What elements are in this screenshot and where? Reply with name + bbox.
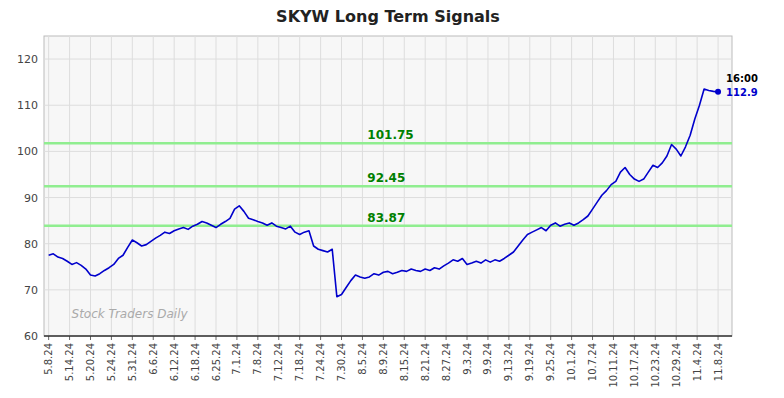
grid-line [44, 197, 732, 198]
x-tick-label: 5.8.24 [43, 343, 54, 375]
last-price-label: 112.9 [726, 87, 758, 98]
x-tick-label: 5.14.24 [64, 343, 75, 381]
grid-line [44, 289, 732, 290]
x-tick-label: 6.12.24 [169, 343, 180, 381]
y-tick-label: 80 [24, 238, 38, 251]
x-tick-label: 6.18.24 [190, 343, 201, 381]
x-axis [44, 335, 732, 337]
signal-line [44, 142, 732, 145]
x-tick-label: 9.3.24 [462, 343, 473, 375]
x-tick-label: 8.9.24 [378, 343, 389, 375]
grid-line [44, 105, 732, 106]
x-tick-label: 7.30.24 [336, 343, 347, 381]
grid-line [44, 151, 732, 152]
chart: SKYW Long Term Signals 60 70 80 90 100 110 120 5… [0, 0, 784, 398]
x-tick-label: 10.11.24 [608, 343, 619, 388]
y-tick-label: 120 [17, 53, 38, 66]
x-tick-label: 10.29.24 [671, 343, 682, 388]
x-tick-label: 10.1.24 [566, 343, 577, 381]
plot-area [44, 36, 732, 336]
last-time-label: 16:00 [726, 73, 758, 84]
x-tick-label: 8.27.24 [441, 343, 452, 381]
x-tick-label: 5.20.24 [85, 343, 96, 381]
title: SKYW Long Term Signals [276, 7, 500, 26]
x-tick-label: 6.6.24 [148, 343, 159, 375]
x-tick-label: 9.19.24 [524, 343, 535, 381]
x-tick-label: 7.1.24 [231, 343, 242, 375]
signal-line [44, 185, 732, 188]
x-tick-label: 9.13.24 [503, 343, 514, 381]
signal-label: 92.45 [367, 171, 405, 185]
y-tick-label: 100 [17, 145, 38, 158]
x-tick-label: 10.7.24 [587, 343, 598, 381]
x-tick-label: 5.31.24 [127, 343, 138, 381]
signal-label: 83.87 [367, 211, 405, 225]
y-tick-label: 90 [24, 192, 38, 205]
x-tick-label: 7.24.24 [315, 343, 326, 381]
x-tick-label: 8.5.24 [357, 343, 368, 375]
last-point [715, 89, 721, 95]
x-tick-label: 9.9.24 [482, 343, 493, 375]
x-tick-label: 10.17.24 [629, 343, 640, 388]
y-tick-label: 60 [24, 330, 38, 343]
signal-line [44, 225, 732, 228]
x-tick-label: 8.15.24 [399, 343, 410, 381]
grid-line [44, 59, 732, 60]
plot-marks [44, 89, 732, 297]
y-tick-label: 70 [24, 284, 38, 297]
signal-label: 101.75 [367, 128, 413, 142]
x-tick-label: 7.8.24 [252, 343, 263, 375]
x-tick-label: 5.24.24 [106, 343, 117, 381]
x-tick-label: 11.8.24 [713, 343, 724, 381]
x-tick-label: 11.4.24 [692, 343, 703, 381]
x-tick-label: 9.25.24 [545, 343, 556, 381]
y-tick-label: 110 [17, 99, 38, 112]
x-tick-label: 8.21.24 [420, 343, 431, 381]
grid-line [44, 336, 732, 337]
x-tick-label: 6.25.24 [211, 343, 222, 381]
watermark: Stock Traders Daily [72, 307, 189, 321]
x-tick-label: 7.18.24 [294, 343, 305, 381]
price-line [49, 89, 718, 297]
x-tick-label: 7.12.24 [273, 343, 284, 381]
x-tick-label: 10.23.24 [650, 343, 661, 388]
